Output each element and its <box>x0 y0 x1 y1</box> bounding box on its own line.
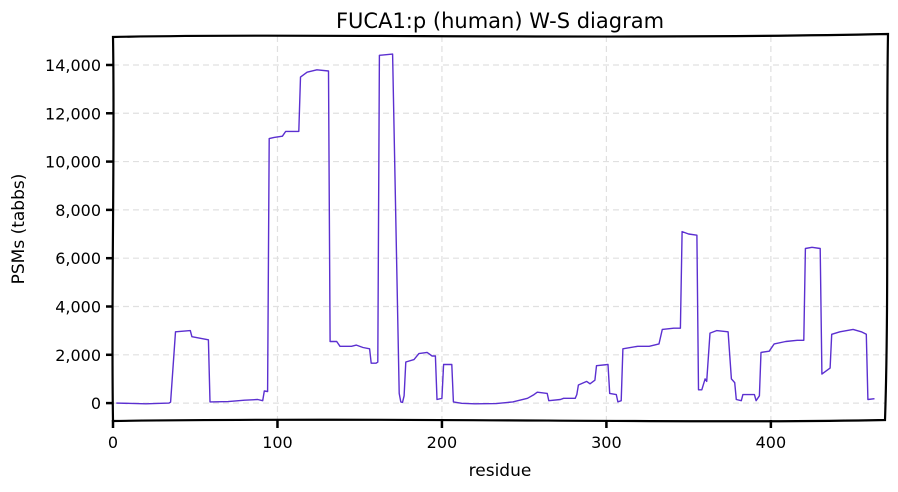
x-tick-label: 100 <box>262 433 293 452</box>
y-tick-label: 0 <box>91 394 101 413</box>
tick-labels: 0 2,000 4,000 6,000 8,000 10,000 12,000 14,000 0… <box>45 56 786 452</box>
chart-title: FUCA1:p (human) W-S diagram <box>336 9 664 33</box>
x-tick-label: 0 <box>108 433 118 452</box>
y-tick-label: 4,000 <box>55 297 101 316</box>
x-tick-label: 300 <box>591 433 622 452</box>
y-axis-label: PSMs (tabbs) <box>9 174 29 285</box>
axis-ticks <box>106 63 773 428</box>
y-tick-label: 8,000 <box>55 201 101 220</box>
x-tick-label: 200 <box>427 433 458 452</box>
plot-frame <box>111 32 890 423</box>
series-lines <box>116 53 875 405</box>
x-axis-label: residue <box>469 461 532 481</box>
x-tick-label: 400 <box>756 433 787 452</box>
y-tick-label: 14,000 <box>45 56 101 75</box>
y-tick-label: 12,000 <box>45 104 101 123</box>
y-tick-label: 2,000 <box>55 346 101 365</box>
y-tick-label: 6,000 <box>55 249 101 268</box>
grid-lines <box>112 36 886 420</box>
series-line-0 <box>116 53 875 405</box>
y-tick-label: 10,000 <box>45 153 101 172</box>
